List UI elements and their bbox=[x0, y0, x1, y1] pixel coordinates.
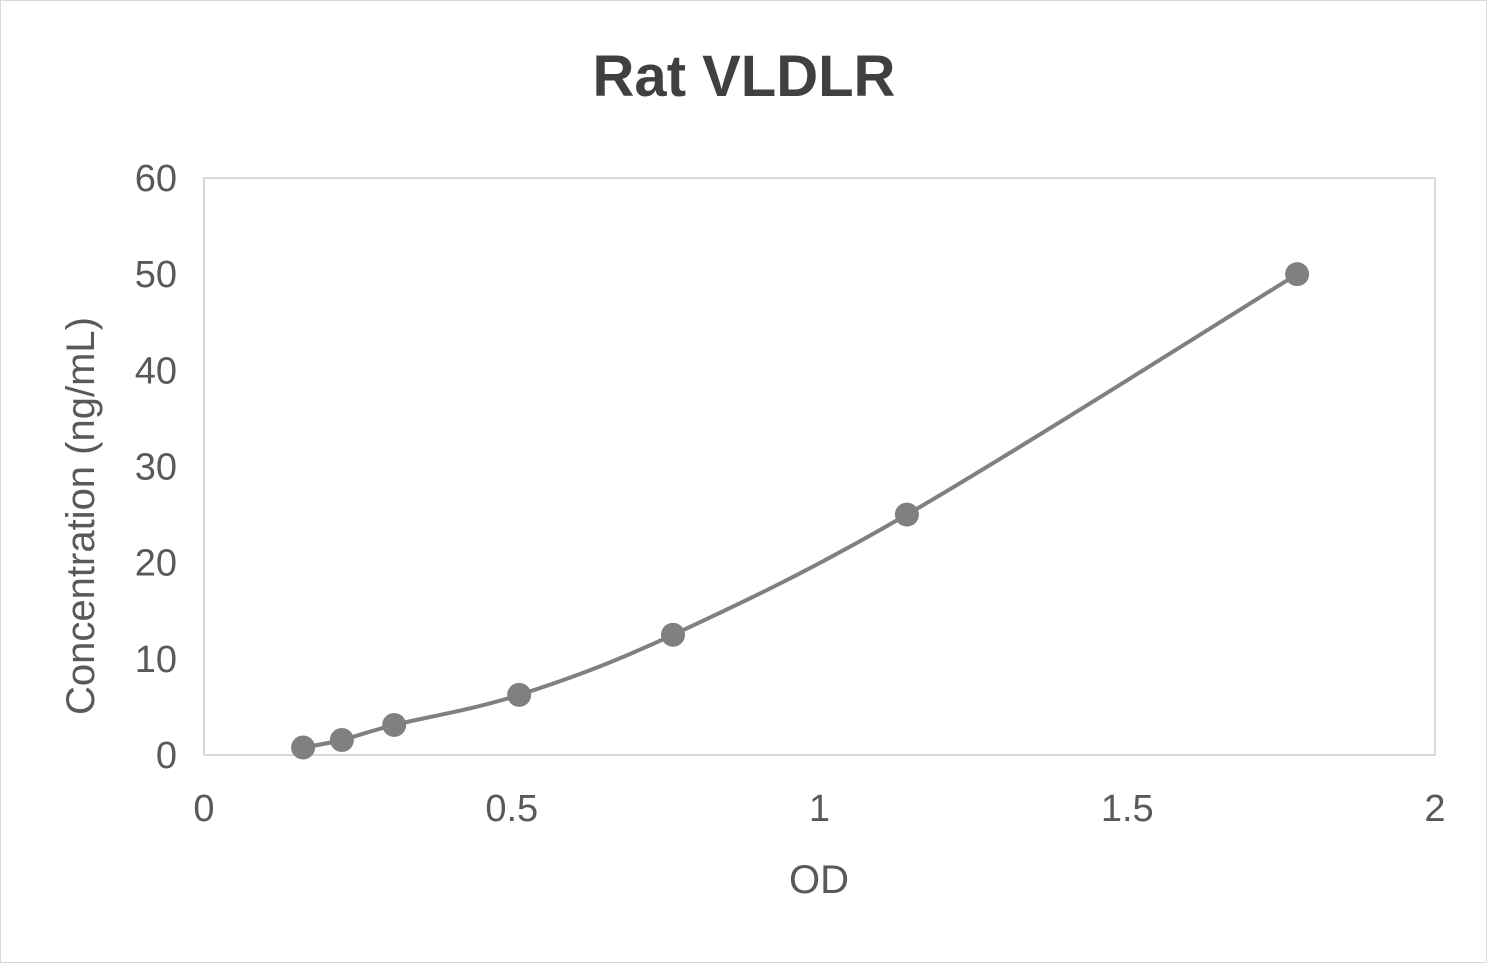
x-tick-label: 1 bbox=[809, 788, 830, 830]
chart-title: Rat VLDLR bbox=[593, 44, 896, 109]
y-tick-label: 60 bbox=[135, 158, 177, 200]
data-point bbox=[894, 502, 919, 527]
data-point bbox=[507, 682, 532, 707]
x-axis-label: OD bbox=[789, 858, 849, 902]
data-point bbox=[1285, 262, 1310, 287]
y-tick-label: 40 bbox=[135, 350, 177, 392]
y-tick-label: 50 bbox=[135, 254, 177, 296]
x-tick-label: 1.5 bbox=[1101, 788, 1154, 830]
y-tick-label: 10 bbox=[135, 639, 177, 681]
y-tick-label: 30 bbox=[135, 447, 177, 489]
x-axis-ticks: 0 0.5 1 1.5 2 bbox=[193, 788, 1445, 830]
plot-area bbox=[203, 177, 1436, 756]
data-point bbox=[291, 735, 316, 760]
y-axis-ticks: 0 10 20 30 40 50 60 bbox=[135, 158, 177, 777]
x-tick-label: 0.5 bbox=[485, 788, 538, 830]
data-point bbox=[661, 622, 686, 647]
data-point bbox=[329, 727, 354, 752]
series-group bbox=[291, 262, 1310, 760]
y-tick-label: 20 bbox=[135, 543, 177, 585]
x-tick-label: 2 bbox=[1424, 788, 1445, 830]
data-point bbox=[382, 712, 407, 737]
x-tick-label: 0 bbox=[193, 788, 214, 830]
y-tick-label: 0 bbox=[156, 735, 177, 777]
y-axis-label: Concentration (ng/mL) bbox=[59, 317, 103, 715]
series-line bbox=[302, 272, 1299, 750]
